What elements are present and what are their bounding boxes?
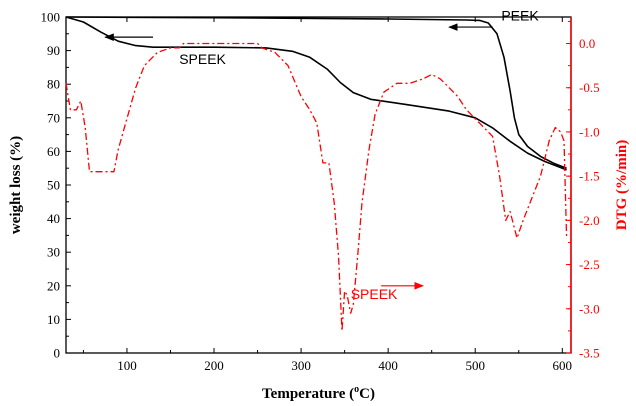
annotation-label-2: SPEEK [351, 286, 398, 302]
y-tick-label: 20 [47, 278, 60, 293]
y-tick-label: 40 [47, 211, 60, 226]
y-right-axis-title: DTG (%/min) [614, 140, 630, 230]
y-right-tick-label: -1.0 [579, 124, 600, 139]
x-axis-title: Temperature (oC) [262, 384, 375, 402]
y-right-tick-label: -1.5 [579, 169, 600, 184]
annotation-label-0: PEEK [501, 7, 539, 23]
y-right-tick-label: 0.0 [579, 36, 595, 51]
x-tick-label: 600 [553, 358, 573, 373]
y-tick-label: 90 [47, 43, 60, 58]
y-right-tick-label: -0.5 [579, 80, 600, 95]
y-axis-title: weight loss (%) [8, 136, 24, 234]
y-right-tick-label: -3.0 [579, 301, 600, 316]
plot-frame [65, 16, 572, 354]
y-right-tick-label: -2.0 [579, 213, 600, 228]
series-line-0 [65, 16, 567, 169]
y-tick-label: 60 [47, 144, 60, 159]
annotation-label-1: SPEEK [179, 51, 226, 67]
x-tick-label: 500 [465, 358, 485, 373]
y-tick-label: 100 [41, 10, 61, 25]
y-tick-label: 80 [47, 77, 60, 92]
y-tick-label: 10 [47, 312, 60, 327]
y-right-tick-label: -2.5 [579, 257, 600, 272]
y-tick-label: 30 [47, 245, 60, 260]
series-line-1 [65, 16, 567, 171]
y-right-tick-label: -3.5 [579, 346, 600, 361]
y-tick-label: 70 [47, 110, 60, 125]
x-tick-label: 200 [204, 358, 224, 373]
y-tick-label: 0 [54, 346, 61, 361]
x-tick-label: 400 [378, 358, 398, 373]
x-tick-label: 100 [117, 358, 137, 373]
x-tick-label: 300 [291, 358, 311, 373]
y-tick-label: 50 [47, 178, 60, 193]
series-line-2 [65, 42, 568, 332]
